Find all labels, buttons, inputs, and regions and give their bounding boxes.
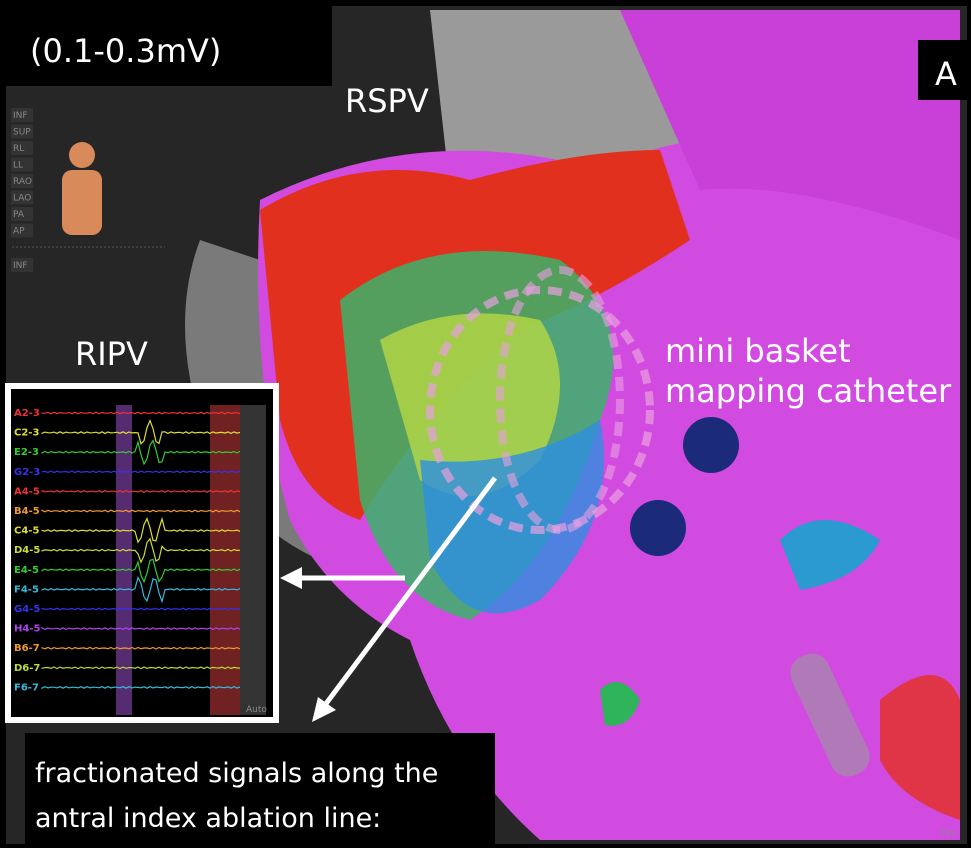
ablation-marker xyxy=(683,417,739,473)
channel-label: B4-5 xyxy=(14,506,40,517)
rspv-label: RSPV xyxy=(345,82,429,120)
figure: (0.1-0.3mV) A RSPV RIPV mini basket mapp… xyxy=(0,0,971,848)
ablation-marker xyxy=(630,500,686,556)
view-button[interactable]: PA xyxy=(13,210,25,220)
channel-label: E2-3 xyxy=(14,447,39,458)
view-button[interactable]: AP xyxy=(13,227,25,237)
auto-button[interactable]: Auto xyxy=(246,705,267,715)
torso-head xyxy=(69,142,95,168)
view-button[interactable]: INF xyxy=(13,261,28,271)
torso-icon xyxy=(62,170,102,235)
view-button[interactable]: INF xyxy=(13,111,28,121)
channel-label: D6-7 xyxy=(14,663,40,674)
channel-label: A2-3 xyxy=(14,408,40,419)
channel-label: F4-5 xyxy=(14,584,39,595)
channel-label: C4-5 xyxy=(14,526,39,537)
corner-text: Tim xyxy=(939,829,957,839)
inset-sidebar xyxy=(240,405,266,715)
channel-label: D4-5 xyxy=(14,545,40,556)
catheter-label: mapping catheter xyxy=(665,372,952,410)
view-button[interactable]: SUP xyxy=(13,128,31,138)
channel-label: B6-7 xyxy=(14,643,40,654)
caption: antral index ablation line: xyxy=(35,803,381,834)
channel-label: E4-5 xyxy=(14,565,39,576)
channel-label: G2-3 xyxy=(14,467,40,478)
caption: fractionated signals along the xyxy=(35,758,438,789)
channel-label: A4-5 xyxy=(14,486,40,497)
view-button[interactable]: LL xyxy=(13,161,23,171)
range-label: (0.1-0.3mV) xyxy=(30,32,221,70)
ripv-label: RIPV xyxy=(75,335,148,373)
view-button[interactable]: LAO xyxy=(13,194,31,204)
view-button[interactable]: RL xyxy=(13,144,24,154)
view-button[interactable]: RAO xyxy=(13,177,32,187)
channel-label: F6-7 xyxy=(14,682,39,693)
channel-label: H4-5 xyxy=(14,624,40,635)
channel-label: C2-3 xyxy=(14,428,39,439)
channel-label: G4-5 xyxy=(14,604,40,615)
catheter-label: mini basket xyxy=(665,332,851,370)
panel-letter: A xyxy=(935,55,957,93)
